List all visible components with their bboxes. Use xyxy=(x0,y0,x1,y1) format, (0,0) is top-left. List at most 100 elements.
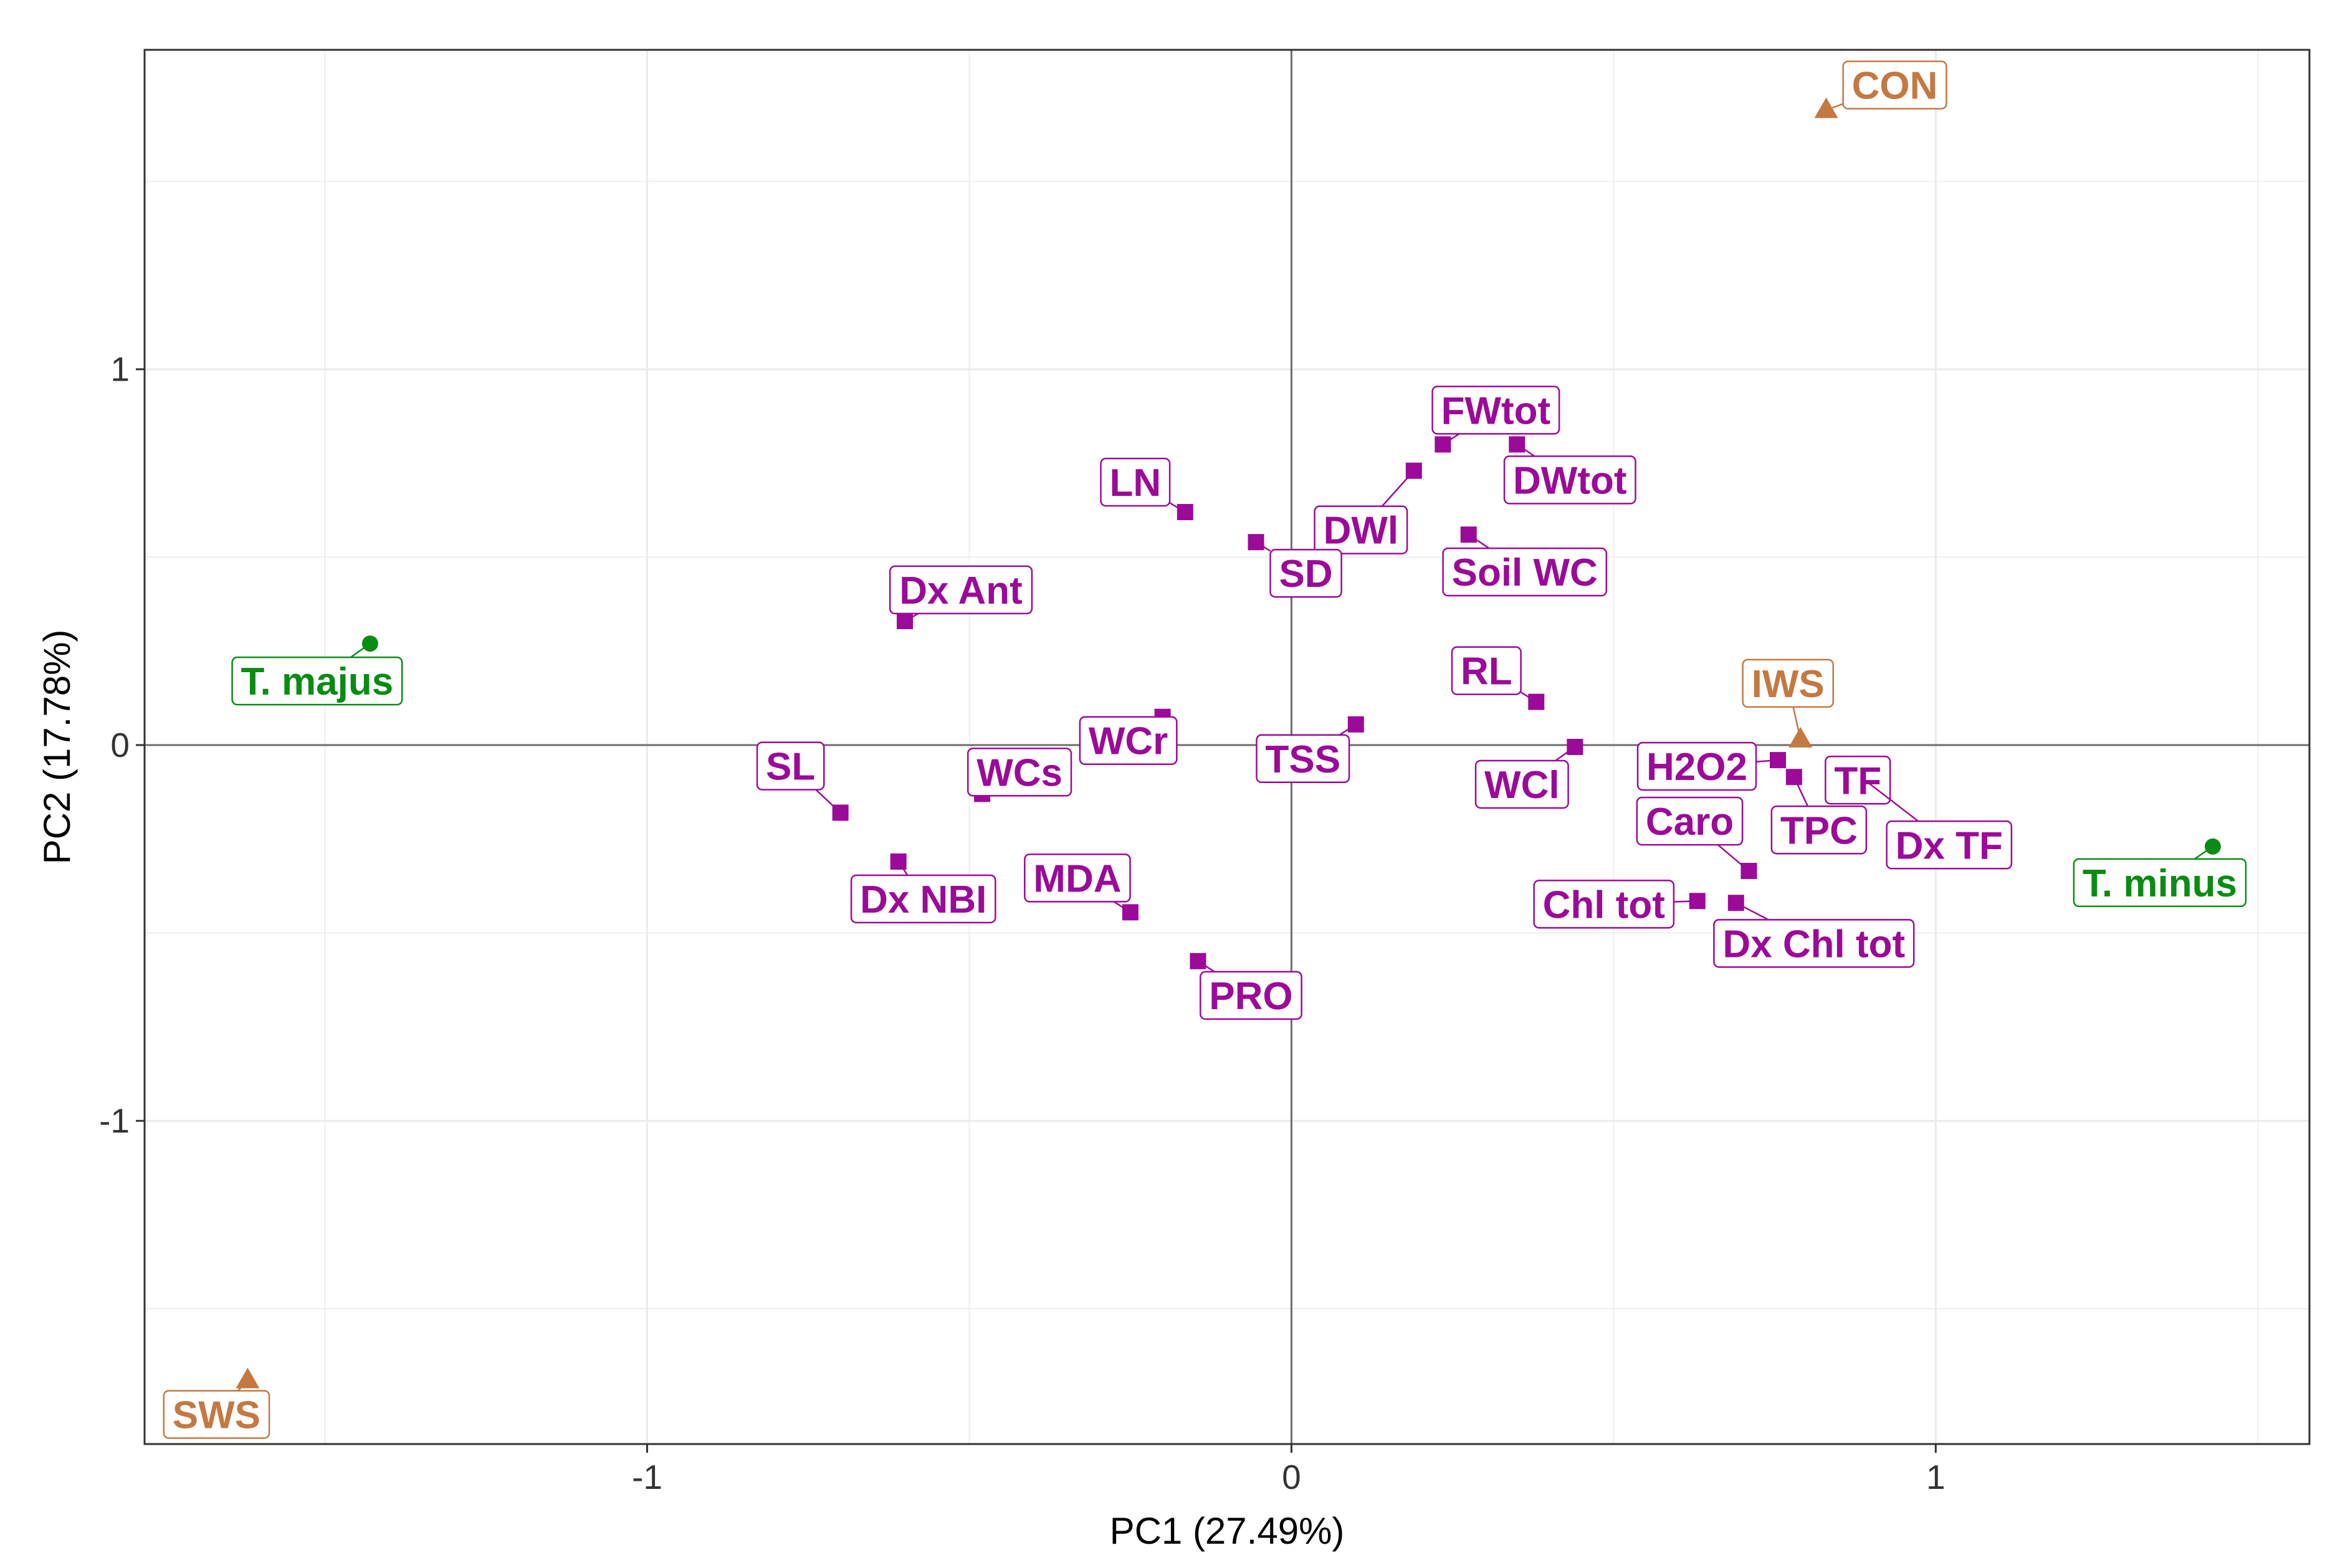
label-box xyxy=(1256,734,1350,784)
y-tick-label: 1 xyxy=(110,350,130,389)
label-box xyxy=(1024,853,1131,903)
label-text: TPC xyxy=(1780,809,1858,852)
label-box xyxy=(2073,858,2247,908)
leader-line xyxy=(237,1379,249,1392)
label-box xyxy=(1269,548,1342,598)
label-t-minus: T. minus xyxy=(2073,845,2247,908)
label-box xyxy=(1636,796,1744,846)
x-tick-label: -1 xyxy=(632,1458,662,1496)
label-dwl: DWl xyxy=(1314,470,1415,554)
leader-line xyxy=(2194,845,2213,860)
label-text: CON xyxy=(1852,65,1938,108)
label-pro: PRO xyxy=(1197,960,1302,1020)
label-text: TSS xyxy=(1265,738,1340,781)
y-tick-label: -1 xyxy=(99,1101,130,1140)
label-box xyxy=(1079,716,1178,765)
label-box xyxy=(1100,457,1171,507)
leader-line xyxy=(815,789,841,814)
y-tick-label: 0 xyxy=(110,726,130,764)
label-box xyxy=(231,656,403,706)
label-text: SWS xyxy=(173,1394,260,1437)
label-box xyxy=(1442,547,1608,597)
label-dx-chl-tot: Dx Chl tot xyxy=(1713,902,1915,968)
leader-line xyxy=(1169,502,1186,513)
label-ln: LN xyxy=(1100,457,1186,513)
label-con: CON xyxy=(1826,60,1947,111)
leader-line xyxy=(904,612,919,622)
label-text: Chl tot xyxy=(1543,883,1665,926)
label-text: LN xyxy=(1109,462,1161,505)
label-text: FWtot xyxy=(1441,389,1551,432)
label-text: PRO xyxy=(1209,975,1292,1018)
label-text: Dx TF xyxy=(1896,824,2003,867)
label-tss: TSS xyxy=(1256,723,1357,784)
label-text: SD xyxy=(1279,553,1332,596)
label-mda: MDA xyxy=(1024,853,1131,913)
panel-border xyxy=(143,49,2311,1445)
leader-line xyxy=(1717,844,1750,872)
label-text: MDA xyxy=(1033,857,1121,900)
leader-line xyxy=(1516,444,1535,457)
label-text: DWtot xyxy=(1513,459,1626,502)
label-box xyxy=(1770,805,1868,855)
leader-line xyxy=(1555,746,1576,762)
label-box xyxy=(1533,880,1675,929)
label-soil-wc: Soil WC xyxy=(1442,534,1608,597)
leader-line xyxy=(1792,706,1802,740)
label-box xyxy=(1200,971,1302,1020)
label-text: Dx NBI xyxy=(860,878,986,921)
label-tpc: TPC xyxy=(1770,776,1868,855)
leader-line xyxy=(1520,691,1537,703)
marker-con xyxy=(1814,97,1838,118)
label-box xyxy=(1825,756,1891,805)
leader-line xyxy=(1793,776,1809,807)
label-box xyxy=(1636,741,1757,791)
leader-line xyxy=(1442,433,1460,445)
label-text: Soil WC xyxy=(1452,551,1598,594)
label-box xyxy=(1314,505,1408,554)
label-dx-nbi: Dx NBI xyxy=(850,861,996,924)
label-text: WCs xyxy=(976,751,1062,794)
label-box xyxy=(1474,759,1569,809)
label-sl: SL xyxy=(756,741,841,814)
label-box xyxy=(850,874,996,924)
label-iws: IWS xyxy=(1742,658,1834,740)
leader-line xyxy=(1197,960,1215,972)
label-text: Dx Chl tot xyxy=(1722,923,1905,966)
label-text: DWl xyxy=(1324,510,1399,553)
grid-lines xyxy=(145,50,2309,1444)
label-text: WCl xyxy=(1484,764,1560,807)
label-rl: RL xyxy=(1451,646,1537,703)
label-text: Caro xyxy=(1646,801,1734,843)
label-dx-ant: Dx Ant xyxy=(889,565,1033,622)
label-box xyxy=(1451,646,1522,695)
leader-line xyxy=(897,861,909,876)
label-box xyxy=(889,565,1033,615)
label-caro: Caro xyxy=(1636,796,1750,872)
label-text: RL xyxy=(1461,650,1512,693)
leader-line xyxy=(1867,782,1919,822)
y-axis-title: PC2 (17.78%) xyxy=(36,630,78,865)
leader-line xyxy=(1339,723,1357,736)
label-text: H2O2 xyxy=(1646,746,1747,789)
leader-line xyxy=(1381,470,1415,507)
label-wcl: WCl xyxy=(1474,746,1576,809)
leader-line xyxy=(1113,901,1131,913)
label-dwtot: DWtot xyxy=(1503,444,1636,505)
label-box xyxy=(756,741,825,791)
label-text: IWS xyxy=(1752,663,1825,706)
label-box xyxy=(163,1390,270,1439)
x-axis-title: PC1 (27.49%) xyxy=(1110,1510,1345,1552)
leader-line xyxy=(1468,534,1490,549)
leader-line xyxy=(350,643,371,658)
x-tick-label: 1 xyxy=(1926,1458,1946,1496)
leader-line xyxy=(1755,759,1779,763)
axes: -1 0 1 -1 0 1 xyxy=(99,350,1946,1496)
leader-line xyxy=(1736,902,1769,921)
label-box xyxy=(1842,60,1947,110)
label-h2o2: H2O2 xyxy=(1636,741,1779,791)
label-sws: SWS xyxy=(163,1379,270,1439)
label-fwtot: FWtot xyxy=(1431,386,1560,445)
